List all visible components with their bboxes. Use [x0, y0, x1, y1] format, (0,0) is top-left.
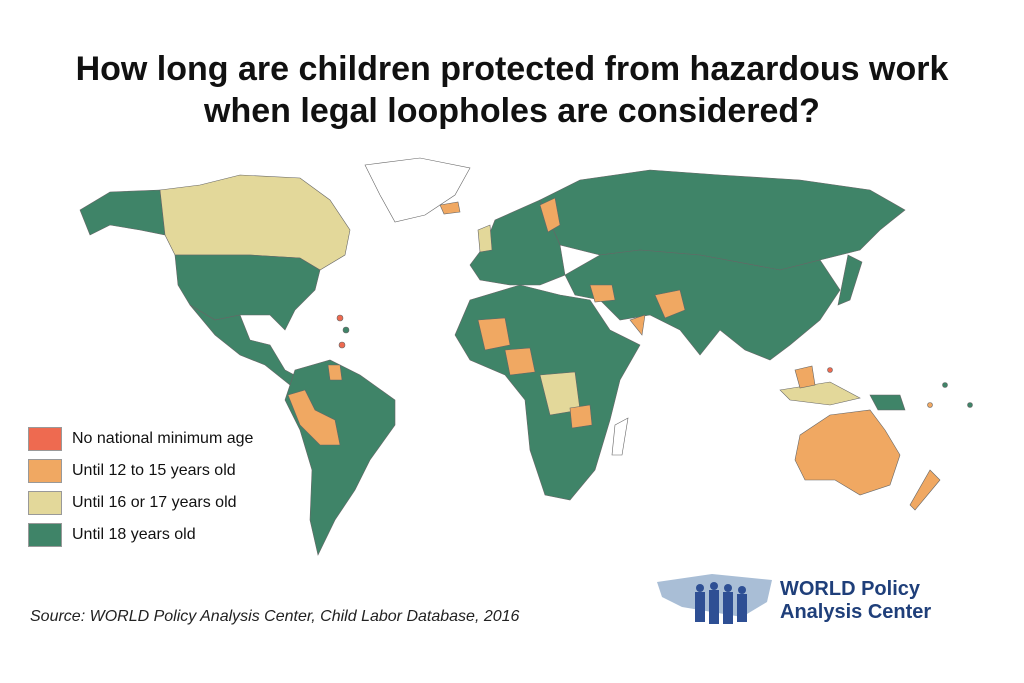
region-iceland — [439, 201, 461, 215]
legend-item-no-minimum: No national minimum age — [28, 423, 253, 455]
region-oman — [629, 314, 646, 336]
small-island-marker — [942, 382, 948, 388]
legend-label: Until 12 to 15 years old — [72, 462, 236, 479]
region-scandinavia — [539, 197, 561, 233]
region-png — [869, 394, 906, 411]
map-title: How long are children protected from haz… — [0, 48, 1024, 132]
small-island-marker — [927, 402, 933, 408]
region-tanzania — [569, 404, 593, 429]
logo-line-2: Analysis Center — [780, 601, 932, 623]
legend-label: Until 18 years old — [72, 526, 196, 543]
map-legend: No national minimum age Until 12 to 15 y… — [28, 423, 253, 551]
legend-item-18: Until 18 years old — [28, 519, 253, 551]
region-nigeria — [504, 347, 536, 376]
legend-swatch — [28, 523, 62, 547]
legend-swatch — [28, 491, 62, 515]
region-australia — [794, 409, 901, 496]
region-japan — [837, 254, 863, 306]
region-madagascar — [611, 417, 629, 456]
legend-swatch — [28, 459, 62, 483]
region-peru-bolivia — [287, 389, 341, 446]
logo-line-1: WORLD Policy — [780, 578, 921, 600]
title-line-1: How long are children protected from haz… — [75, 50, 949, 88]
region-asia — [564, 249, 841, 361]
region-middle-east-orange — [589, 284, 616, 303]
title-line-2: when legal loopholes are considered? — [204, 92, 820, 130]
region-sahel-orange — [477, 317, 511, 351]
small-island-marker — [967, 402, 973, 408]
region-usa — [174, 254, 321, 331]
legend-item-16-17: Until 16 or 17 years old — [28, 487, 253, 519]
legend-label: Until 16 or 17 years old — [72, 494, 237, 511]
region-new-zealand — [909, 469, 941, 511]
region-pakistan — [654, 289, 686, 319]
small-island-marker — [827, 367, 833, 373]
legend-label: No national minimum age — [72, 430, 254, 447]
legend-swatch — [28, 427, 62, 451]
region-alaska — [79, 189, 166, 236]
legend-item-12-15: Until 12 to 15 years old — [28, 455, 253, 487]
small-island-marker — [338, 341, 346, 349]
logo-text: WORLD Policy Analysis Center — [780, 578, 931, 624]
small-island-marker — [342, 326, 350, 334]
small-island-marker — [336, 314, 344, 322]
region-indonesia-orange — [794, 365, 816, 389]
region-guyana — [327, 364, 343, 381]
logo-graphic — [657, 574, 772, 624]
source-note: Source: WORLD Policy Analysis Center, Ch… — [30, 608, 520, 625]
region-south-america — [284, 359, 396, 556]
region-se-asia — [779, 381, 861, 406]
region-uk — [477, 224, 493, 253]
region-russia — [539, 169, 906, 271]
region-mexico — [189, 304, 301, 386]
